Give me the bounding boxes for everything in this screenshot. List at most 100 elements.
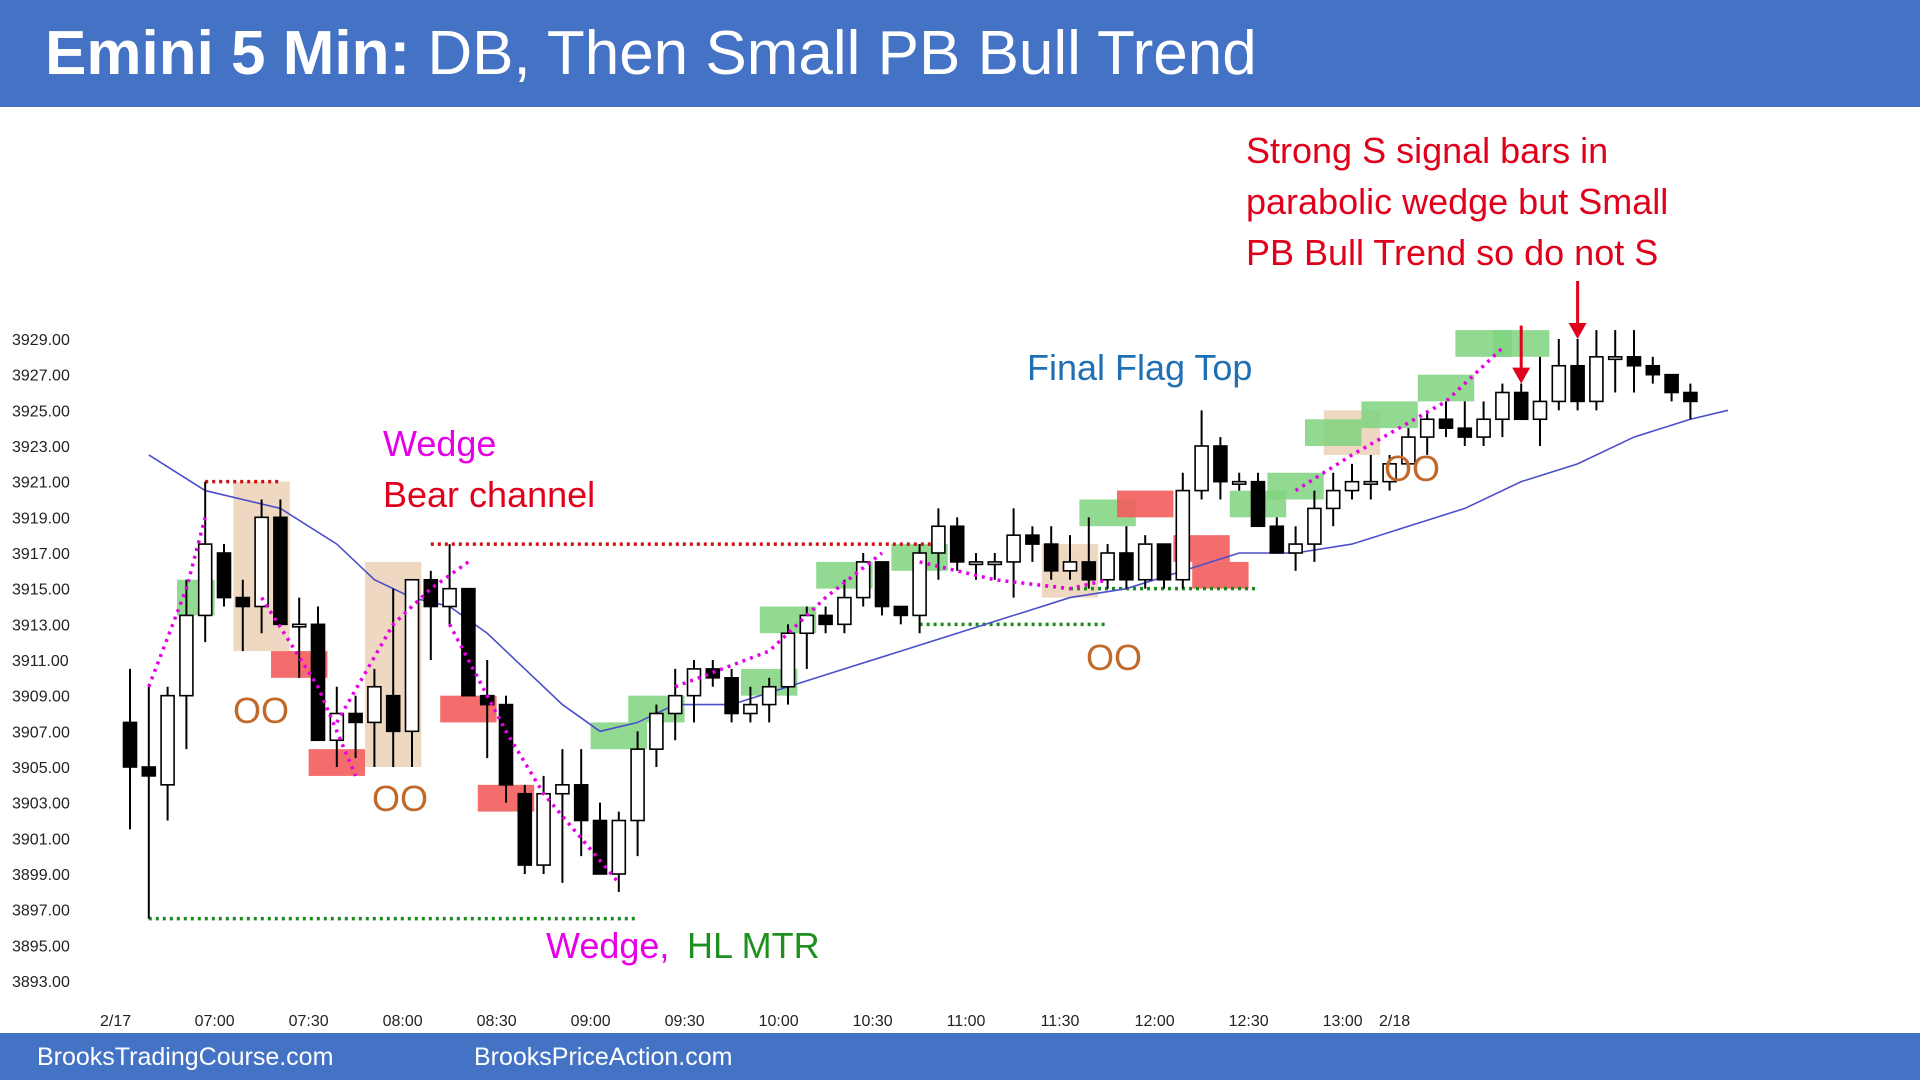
bear-candle bbox=[1513, 391, 1529, 421]
bear-candle bbox=[385, 694, 401, 733]
x-tick-label: 2/17 bbox=[100, 1013, 131, 1030]
bull-candle bbox=[1363, 480, 1379, 485]
x-tick-label: 12:30 bbox=[1229, 1013, 1269, 1030]
bull-candle bbox=[1231, 480, 1247, 485]
x-tick-label: 09:00 bbox=[571, 1013, 611, 1030]
annotation-signal-line-1: Strong S signal bars in bbox=[1246, 130, 1608, 171]
bull-candle bbox=[1175, 489, 1191, 581]
y-tick-label: 3901.00 bbox=[12, 831, 70, 848]
footer-link-price-action[interactable]: BrooksPriceAction.com bbox=[474, 1043, 733, 1071]
bear-candle bbox=[1250, 480, 1266, 528]
bull-candle bbox=[1307, 507, 1322, 545]
y-tick-label: 3915.00 bbox=[12, 582, 70, 599]
bull-candle bbox=[1194, 445, 1209, 492]
bull-candle bbox=[1325, 489, 1341, 510]
annotation-signal-line-2: parabolic wedge but Small bbox=[1246, 181, 1668, 222]
bull-candle bbox=[649, 712, 664, 750]
candlestick-chart: 3929.00 3927.00 3925.00 3923.00 3921.00 3919.… bbox=[12, 130, 1729, 1030]
bear-candle bbox=[1645, 364, 1661, 376]
bull-candle bbox=[611, 819, 627, 875]
bear-candle bbox=[517, 792, 533, 866]
bull-candle bbox=[780, 632, 796, 688]
y-tick-label: 3911.00 bbox=[12, 653, 69, 670]
bull-candle bbox=[329, 712, 345, 742]
bull-candle bbox=[254, 516, 269, 608]
annotation-oo-1: OO bbox=[233, 690, 289, 731]
y-tick-label: 3905.00 bbox=[12, 760, 70, 777]
bear-candle bbox=[1119, 552, 1134, 581]
title-bold: Emini 5 Min: bbox=[45, 19, 411, 88]
bear-candle bbox=[874, 561, 890, 608]
y-tick-label: 3895.00 bbox=[12, 938, 70, 955]
y-tick-label: 3923.00 bbox=[12, 439, 70, 456]
price-bars bbox=[122, 330, 1698, 919]
x-tick-label: 08:30 bbox=[477, 1013, 517, 1030]
bear-candle bbox=[1664, 373, 1679, 394]
x-tick-label: 11:00 bbox=[947, 1013, 986, 1030]
magenta-trend-line bbox=[260, 596, 358, 777]
bear-candle bbox=[1457, 427, 1473, 438]
axes: 3929.00 3927.00 3925.00 3923.00 3921.00 3919.… bbox=[12, 332, 1410, 1030]
annotation-hl-mtr: HL MTR bbox=[687, 925, 820, 966]
bull-candle bbox=[555, 784, 570, 795]
bear-candle bbox=[310, 623, 326, 742]
bull-candle bbox=[968, 561, 984, 566]
x-tick-label: 10:30 bbox=[853, 1013, 893, 1030]
bear-candle bbox=[235, 596, 251, 608]
bull-candle bbox=[1344, 480, 1360, 492]
red-arrowhead bbox=[1512, 367, 1531, 384]
x-tick-label: 10:00 bbox=[759, 1013, 799, 1030]
bear-candle bbox=[1683, 391, 1698, 403]
title-bar: Emini 5 Min: DB, Then Small PB Bull Tren… bbox=[0, 0, 1920, 107]
bull-candle bbox=[630, 748, 645, 822]
bull-candle bbox=[1100, 552, 1115, 581]
bear-candle bbox=[141, 766, 157, 777]
y-tick-label: 3925.00 bbox=[12, 403, 70, 420]
y-tick-label: 3913.00 bbox=[12, 617, 70, 634]
bull-candle bbox=[197, 543, 213, 617]
x-tick-label: 11:30 bbox=[1041, 1013, 1080, 1030]
footer-link-trading-course[interactable]: BrooksTradingCourse.com bbox=[37, 1043, 334, 1071]
title-rest: DB, Then Small PB Bull Trend bbox=[427, 19, 1257, 88]
bull-candle bbox=[1419, 418, 1435, 438]
bear-candle bbox=[949, 525, 965, 563]
annotation-wedge: Wedge bbox=[383, 423, 496, 464]
bear-candle bbox=[1570, 364, 1585, 403]
magenta-trend-line bbox=[1294, 346, 1504, 493]
bull-candle bbox=[1495, 391, 1510, 421]
bear-candle bbox=[423, 578, 439, 608]
x-tick-label: 2/18 bbox=[1379, 1013, 1410, 1030]
bear-candle bbox=[273, 516, 288, 626]
y-tick-label: 3903.00 bbox=[12, 796, 70, 813]
bear-candle bbox=[348, 712, 363, 724]
bear-candle bbox=[893, 605, 909, 617]
bull-candle bbox=[179, 614, 194, 697]
bull-signal-box bbox=[1305, 419, 1362, 446]
bull-candle bbox=[367, 685, 382, 724]
bull-candle bbox=[837, 596, 852, 626]
annotation-signal-line-3: PB Bull Trend so do not S bbox=[1246, 232, 1658, 273]
x-tick-label: 12:00 bbox=[1135, 1013, 1175, 1030]
bull-candle bbox=[743, 703, 758, 715]
bull-candle bbox=[536, 792, 551, 866]
bear-candle bbox=[724, 677, 739, 715]
bull-candle bbox=[291, 623, 307, 628]
bear-candle bbox=[498, 703, 514, 786]
footer-bar bbox=[0, 1033, 1920, 1080]
x-tick-label: 13:00 bbox=[1323, 1013, 1363, 1030]
bear-candle bbox=[1043, 543, 1059, 572]
x-tick-label: 07:30 bbox=[289, 1013, 329, 1030]
bear-candle bbox=[573, 784, 589, 822]
bull-candle bbox=[799, 614, 815, 635]
y-tick-label: 3897.00 bbox=[12, 903, 70, 920]
y-tick-label: 3909.00 bbox=[12, 689, 70, 706]
bear-candle bbox=[216, 552, 232, 599]
bull-candle bbox=[667, 694, 683, 715]
bull-candle bbox=[855, 561, 871, 599]
trend-lines bbox=[147, 281, 1587, 885]
annotations: Strong S signal bars in parabolic wedge … bbox=[233, 130, 1668, 966]
annotation-wedge-hl: Wedge, bbox=[546, 925, 669, 966]
bull-candle bbox=[1589, 356, 1604, 403]
bear-candle bbox=[122, 721, 138, 768]
bull-candle bbox=[931, 525, 946, 554]
